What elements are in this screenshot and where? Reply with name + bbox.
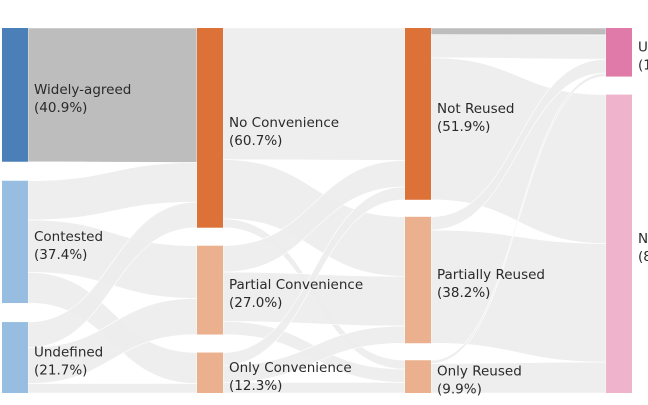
- node-label-us: Us: [638, 39, 648, 55]
- node-pct-nr: (51.9%): [437, 119, 490, 135]
- sankey-nodes: [2, 28, 632, 393]
- node-no: [606, 94, 632, 393]
- node-pct-un: (21.7%): [34, 363, 87, 379]
- node-pct-pc: (27.0%): [229, 295, 282, 311]
- node-label-wa: Widely-agreed: [34, 82, 131, 98]
- sankey-links: [27, 27, 607, 394]
- node-us: [606, 28, 632, 77]
- link-nr-us: [430, 34, 607, 60]
- node-label-oc: Only Convenience: [229, 360, 352, 376]
- node-nr: [405, 28, 431, 200]
- node-pct-nc: (60.7%): [229, 133, 282, 149]
- node-label-no: No: [638, 231, 648, 247]
- node-wa: [2, 28, 28, 162]
- node-label-pr: Partially Reused: [437, 267, 545, 283]
- node-pc: [197, 245, 223, 335]
- sankey-labels: Widely-agreed (40.9%) Contested (37.4%) Unde…: [34, 39, 648, 397]
- node-pct-us: (1: [638, 57, 648, 73]
- node-or: [405, 360, 431, 393]
- node-pct-co: (37.4%): [34, 247, 87, 263]
- node-label-nr: Not Reused: [437, 101, 515, 117]
- node-pct-no: (8: [638, 249, 648, 265]
- node-label-un: Undefined: [34, 345, 103, 361]
- node-label-or: Only Reused: [437, 364, 522, 380]
- node-label-nc: No Convenience: [229, 115, 339, 131]
- node-label-co: Contested: [34, 229, 103, 245]
- link-un-oc: [27, 383, 198, 394]
- node-pr: [405, 216, 431, 344]
- link-nr-us: [430, 27, 607, 36]
- node-pct-pr: (38.2%): [437, 285, 490, 301]
- node-oc: [197, 352, 223, 393]
- node-pct-wa: (40.9%): [34, 100, 87, 116]
- node-label-pc: Partial Convenience: [229, 277, 363, 293]
- node-nc: [197, 28, 223, 228]
- node-pct-oc: (12.3%): [229, 378, 282, 394]
- node-co: [2, 180, 28, 304]
- node-pct-or: (9.9%): [437, 382, 482, 398]
- node-un: [2, 322, 28, 393]
